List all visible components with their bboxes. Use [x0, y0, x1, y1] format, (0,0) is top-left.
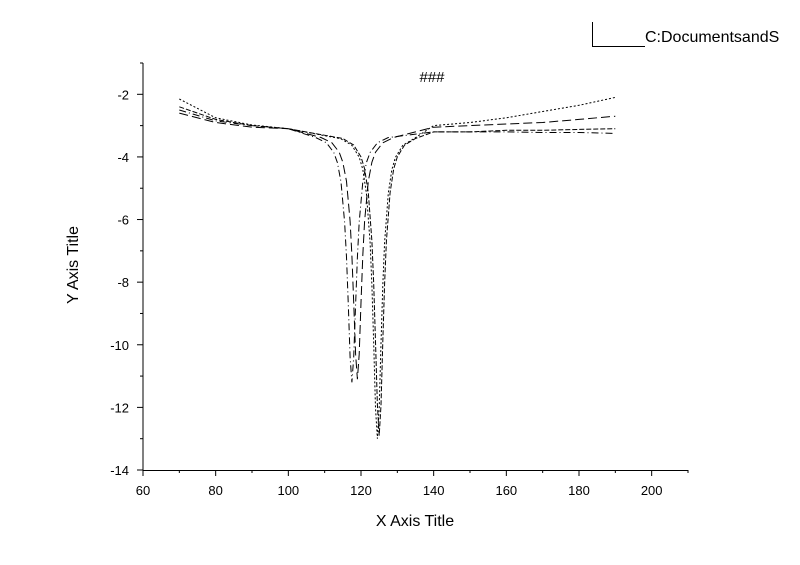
x-tick-label: 200: [641, 483, 663, 498]
x-tick-label: 140: [423, 483, 445, 498]
x-tick-label: 60: [136, 483, 150, 498]
line-series-1: [179, 109, 616, 383]
x-tick-label: 120: [350, 483, 372, 498]
y-axis-title: Y Axis Title: [65, 226, 82, 304]
legend-entry: C:DocumentsandS: [645, 29, 779, 46]
y-tick-label: -2: [117, 87, 129, 102]
y-tick-label: -12: [110, 400, 129, 415]
y-tick-label: -8: [117, 275, 129, 290]
legend: C:DocumentsandS: [592, 22, 779, 47]
x-tick-label: 80: [208, 483, 222, 498]
y-tick-label: -14: [110, 463, 129, 478]
line-series-3: [179, 96, 616, 439]
x-tick-label: 180: [568, 483, 590, 498]
chart-title: ###: [419, 69, 445, 86]
y-tick-label: -10: [110, 338, 129, 353]
y-tick-label: -4: [117, 150, 129, 165]
plot-lines: [179, 96, 616, 439]
legend-box: [592, 22, 645, 47]
line-series-2: [179, 112, 616, 380]
x-axis-title: X Axis Title: [376, 513, 454, 530]
x-tick-label: 160: [495, 483, 517, 498]
axes: 60 80 100 120 140 160 180 200 -2 -4 -6 -8 -10 -12 -14: [110, 62, 689, 498]
y-tick-label: -6: [117, 213, 129, 228]
line-series-4: [179, 106, 616, 436]
x-tick-label: 100: [277, 483, 299, 498]
